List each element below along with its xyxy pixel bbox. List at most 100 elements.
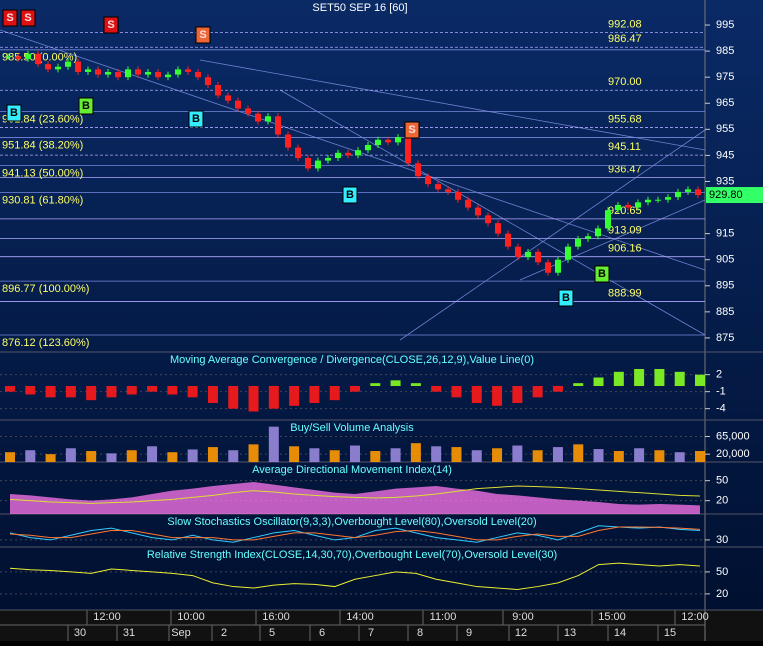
bar [695, 374, 705, 386]
day-label: 8 [417, 627, 423, 639]
bar [431, 386, 442, 392]
time-label: 9:00 [512, 611, 533, 623]
signal-label: S [24, 12, 31, 24]
level-label: 986.47 [608, 33, 642, 45]
fib-label: 941.13 (50.00%) [2, 167, 83, 179]
bar [248, 386, 259, 412]
bar [5, 452, 15, 462]
candle [555, 259, 561, 273]
bar [289, 446, 300, 462]
candle [15, 56, 21, 59]
bar [65, 386, 76, 398]
bar [370, 383, 381, 386]
candle [345, 152, 351, 156]
bar [228, 386, 239, 409]
candle [455, 191, 461, 200]
signal-label: B [192, 113, 200, 125]
time-label: 15:00 [598, 611, 626, 623]
y-tick-label: 50 [716, 566, 728, 578]
candle [535, 251, 541, 263]
bar [45, 386, 56, 398]
candle [475, 207, 481, 216]
bar [86, 386, 97, 401]
fib-label: 930.81 (61.80%) [2, 194, 83, 206]
time-label: 14:00 [346, 611, 374, 623]
candle [675, 191, 681, 198]
level-label: 888.99 [608, 287, 642, 299]
candle [685, 189, 691, 192]
day-label: 15 [664, 627, 676, 639]
candle [105, 71, 111, 75]
signal-box [20, 9, 36, 27]
bar [674, 452, 685, 462]
day-label: 5 [269, 627, 275, 639]
y-tick-label: 2 [716, 369, 722, 381]
bar [654, 369, 665, 386]
day-label: 12 [515, 627, 527, 639]
y-tick-label: 905 [716, 254, 734, 266]
signal-box [78, 97, 94, 115]
candle [645, 199, 651, 203]
signal-box [404, 121, 420, 139]
level-label: 945.11 [608, 141, 641, 153]
y-tick-label: 975 [716, 71, 734, 83]
bar [350, 386, 360, 392]
bar [451, 386, 462, 398]
candle [295, 147, 301, 159]
day-label: 7 [368, 627, 374, 639]
bar [187, 386, 198, 398]
y-tick-label: 985 [716, 45, 734, 57]
signal-label: S [199, 29, 206, 41]
candle [505, 233, 511, 247]
fib-label: 876.12 (123.60%) [2, 337, 89, 349]
candle [495, 223, 501, 234]
line [9, 526, 701, 541]
bar [126, 450, 137, 462]
candle [175, 69, 181, 75]
candle [335, 152, 341, 159]
y-tick-label: 20 [716, 588, 728, 600]
candle [565, 246, 571, 260]
bar [512, 445, 523, 462]
bar [532, 450, 543, 462]
level-label: 970.00 [608, 76, 642, 88]
candle [25, 53, 31, 59]
level-label: 906.16 [608, 243, 642, 255]
bar [410, 443, 421, 462]
y-tick-label: 955 [716, 123, 734, 135]
y-tick-label: 65,000 [716, 430, 750, 442]
bar [309, 448, 320, 462]
area [10, 482, 700, 514]
candle [145, 71, 151, 75]
day-label: Sep [171, 627, 191, 639]
bar [5, 386, 15, 392]
level-label: 936.47 [608, 164, 642, 176]
bar [147, 446, 158, 462]
bar [86, 451, 97, 462]
day-label: 14 [614, 627, 626, 639]
day-label: 30 [74, 627, 86, 639]
candle [65, 61, 71, 67]
bar [25, 450, 36, 462]
candle [445, 189, 451, 192]
fib-label: 896.77 (100.00%) [2, 283, 89, 295]
candle [545, 262, 551, 273]
bar [613, 371, 624, 386]
candle [215, 85, 221, 96]
bar [207, 447, 218, 462]
candle [35, 53, 41, 65]
bar [106, 453, 117, 462]
bar [573, 383, 584, 386]
panel-title: Relative Strength Index(CLOSE,14,30,70),… [147, 549, 557, 561]
signal-box [188, 110, 204, 128]
bar [634, 369, 645, 386]
level-label: 992.08 [608, 19, 642, 31]
candle [665, 197, 671, 200]
panel-title: Slow Stochastics Oscillator(9,3,3),Overb… [167, 516, 536, 528]
bar [329, 450, 340, 462]
candle [255, 113, 261, 122]
bar [532, 386, 543, 398]
signal-label: B [562, 292, 570, 304]
candle [415, 163, 421, 177]
line [9, 562, 701, 590]
